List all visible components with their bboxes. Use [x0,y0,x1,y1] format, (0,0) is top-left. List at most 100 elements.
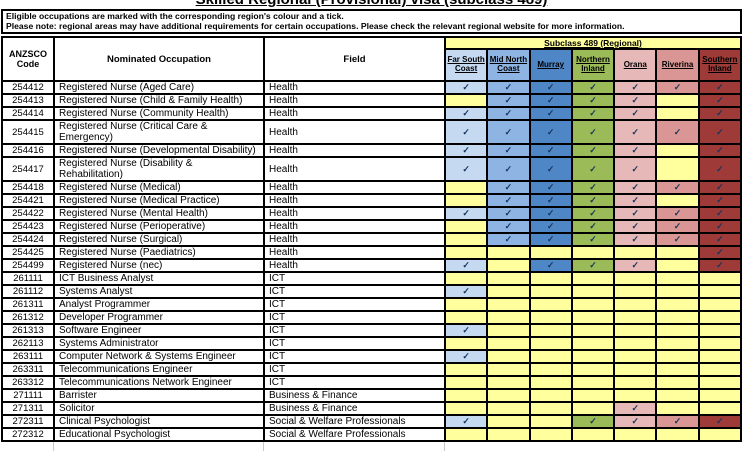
tick-icon: ✓ [631,403,640,414]
region-cell [528,323,573,339]
tick-icon: ✓ [462,325,470,336]
occupation-cell: Registered Nurse (Aged Care) [53,80,265,96]
region-cell: ✓ [570,193,616,209]
region-cell: ✓ [697,93,743,109]
region-header-far-south-coast[interactable]: Far South Coast [443,48,489,83]
tick-icon: ✓ [546,195,555,206]
table-row: 272311 Clinical Psychologist Social & Welf… [1,414,743,430]
region-cell: ✓ [486,143,531,159]
occupation-cell: Telecommunications Engineer [53,362,265,378]
table-row: 261112 Systems Analyst ICT ✓ [1,284,743,300]
region-cell [528,336,573,352]
region-cell [613,427,658,443]
occupation-cell: Registered Nurse (Critical Care & Emerge… [53,119,265,146]
tick-icon: ✓ [589,126,597,137]
region-cell: ✓ [697,219,743,235]
table-row: 254422 Registered Nurse (Mental Health) He… [1,206,743,222]
region-cell [570,388,616,404]
anzsco-code-cell: 261313 [1,323,55,339]
gridline-stub [263,442,264,452]
region-header-northern-inland[interactable]: Northern Inland [570,48,616,83]
tick-icon: ✓ [462,260,470,271]
region-cell: ✓ [528,143,573,159]
region-cell [528,427,573,443]
region-cell [528,297,573,313]
region-cell: ✓ [528,180,573,196]
anzsco-code-cell: 254414 [1,106,55,122]
anzsco-code-cell: 254421 [1,193,55,209]
occupation-cell: Registered Nurse (Disability & Rehabilit… [53,156,265,183]
region-cell: ✓ [486,193,531,209]
tick-icon: ✓ [504,182,513,193]
region-cell [570,310,616,326]
region-header-riverina[interactable]: Riverina [655,48,700,83]
region-cell [486,401,531,417]
region-cell: ✓ [613,106,658,122]
region-cell: ✓ [697,156,743,183]
region-cell: ✓ [655,206,700,222]
occupation-cell: Registered Nurse (Perioperative) [53,219,265,235]
table-row: 271111 Barrister Business & Finance [1,388,743,404]
region-cell [655,349,700,365]
tick-icon: ✓ [589,95,597,106]
region-cell [443,180,489,196]
tick-icon: ✓ [589,221,597,232]
region-cell: ✓ [655,219,700,235]
field-cell: ICT [263,284,446,300]
table-row: 254415 Registered Nurse (Critical Care & … [1,119,743,146]
region-cell: ✓ [443,143,489,159]
region-header-mid-north-coast[interactable]: Mid North Coast [486,48,531,83]
field-cell: ICT [263,362,446,378]
table-row: 261111 ICT Business Analyst ICT [1,271,743,287]
tick-icon: ✓ [589,108,597,119]
tick-icon: ✓ [716,82,724,93]
tick-icon: ✓ [716,145,724,156]
region-cell [486,336,531,352]
header-row-regions: Far South Coast Mid North Coast Murray Nort… [2,48,743,83]
region-cell: ✓ [486,93,531,109]
tick-icon: ✓ [631,126,640,137]
region-cell: ✓ [528,258,573,274]
region-cell [486,414,531,430]
region-cell: ✓ [486,106,531,122]
region-cell [443,232,489,248]
region-cell [443,310,489,326]
region-cell [443,375,489,391]
region-cell [486,349,531,365]
region-cell [697,362,743,378]
region-cell [570,336,616,352]
table-row: 262113 Systems Administrator ICT [1,336,743,352]
region-cell: ✓ [570,232,616,248]
field-cell: Health [263,119,446,146]
region-cell [486,245,531,261]
region-cell: ✓ [570,219,616,235]
table-row: 254413 Registered Nurse (Child & Family H… [1,93,743,109]
tick-icon: ✓ [504,234,513,245]
note-line-1: Eligible occupations are marked with the… [6,11,344,21]
table-row: 254416 Registered Nurse (Developmental Di… [1,143,743,159]
tick-icon: ✓ [504,95,513,106]
tick-icon: ✓ [716,182,724,193]
region-cell: ✓ [528,80,573,96]
anzsco-code-cell: 261312 [1,310,55,326]
region-cell [655,156,700,183]
field-cell: Health [263,156,446,183]
region-cell [697,388,743,404]
tick-icon: ✓ [673,82,682,93]
region-header-southern-inland[interactable]: Southern Inland [697,48,743,83]
region-cell [655,310,700,326]
region-cell: ✓ [570,156,616,183]
region-header-murray[interactable]: Murray [528,48,573,83]
region-cell [443,401,489,417]
region-cell: ✓ [570,180,616,196]
region-cell: ✓ [443,80,489,96]
table-row: 254499 Registered Nurse (nec) Health ✓ ✓ ✓ ✓ ✓ [1,258,743,274]
region-cell [486,362,531,378]
region-header-orana[interactable]: Orana [613,48,658,83]
region-cell: ✓ [697,80,743,96]
tick-icon: ✓ [631,195,640,206]
region-cell [655,143,700,159]
region-cell: ✓ [613,180,658,196]
region-cell [613,271,658,287]
region-cell [613,310,658,326]
